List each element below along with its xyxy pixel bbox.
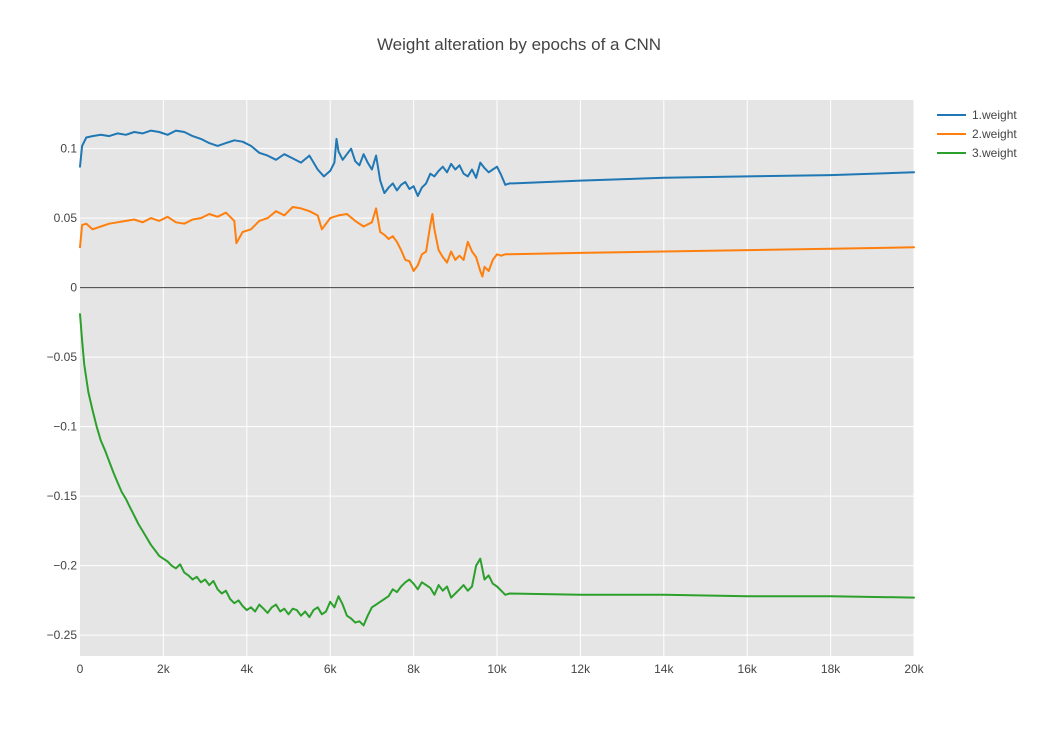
series-lines: [79, 129, 915, 627]
x-tick-label: 14k: [654, 662, 674, 676]
x-tick-label: 20k: [904, 662, 924, 676]
legend-item-3[interactable]: 3.weight: [937, 146, 1017, 160]
y-tick-label: 0.1: [60, 142, 77, 156]
series-line-1: [79, 129, 915, 197]
y-tick-label: −0.15: [47, 489, 78, 503]
x-tick-label: 18k: [821, 662, 841, 676]
x-tick-label: 16k: [738, 662, 758, 676]
x-tick-label: 10k: [487, 662, 507, 676]
grid-lines: [80, 100, 915, 656]
x-tick-label: 0: [77, 662, 84, 676]
legend-label: 3.weight: [972, 146, 1017, 160]
y-axis-ticks: 0.1 0.05 0 −0.05 −0.1 −0.15 −0.2 −0.25: [47, 142, 78, 643]
x-tick-label: 12k: [571, 662, 591, 676]
y-tick-label: 0: [70, 281, 77, 295]
x-tick-label: 4k: [240, 662, 254, 676]
chart-title: Weight alteration by epochs of a CNN: [377, 35, 661, 54]
y-tick-label: −0.05: [47, 350, 78, 364]
series-line-2: [79, 206, 915, 278]
x-tick-label: 6k: [324, 662, 338, 676]
legend-label: 1.weight: [972, 108, 1017, 122]
legend-item-2[interactable]: 2.weight: [937, 127, 1017, 141]
legend[interactable]: 1.weight 2.weight 3.weight: [937, 108, 1017, 160]
x-tick-label: 8k: [407, 662, 421, 676]
y-tick-label: 0.05: [54, 211, 78, 225]
legend-item-1[interactable]: 1.weight: [937, 108, 1017, 122]
y-tick-label: −0.25: [47, 628, 78, 642]
legend-label: 2.weight: [972, 127, 1017, 141]
x-tick-label: 2k: [157, 662, 171, 676]
series-line-3: [79, 313, 915, 627]
x-axis-ticks: 0 2k 4k 6k 8k 10k 12k 14k 16k 18k 20k: [77, 662, 925, 676]
y-tick-label: −0.1: [53, 420, 77, 434]
y-tick-label: −0.2: [53, 559, 77, 573]
